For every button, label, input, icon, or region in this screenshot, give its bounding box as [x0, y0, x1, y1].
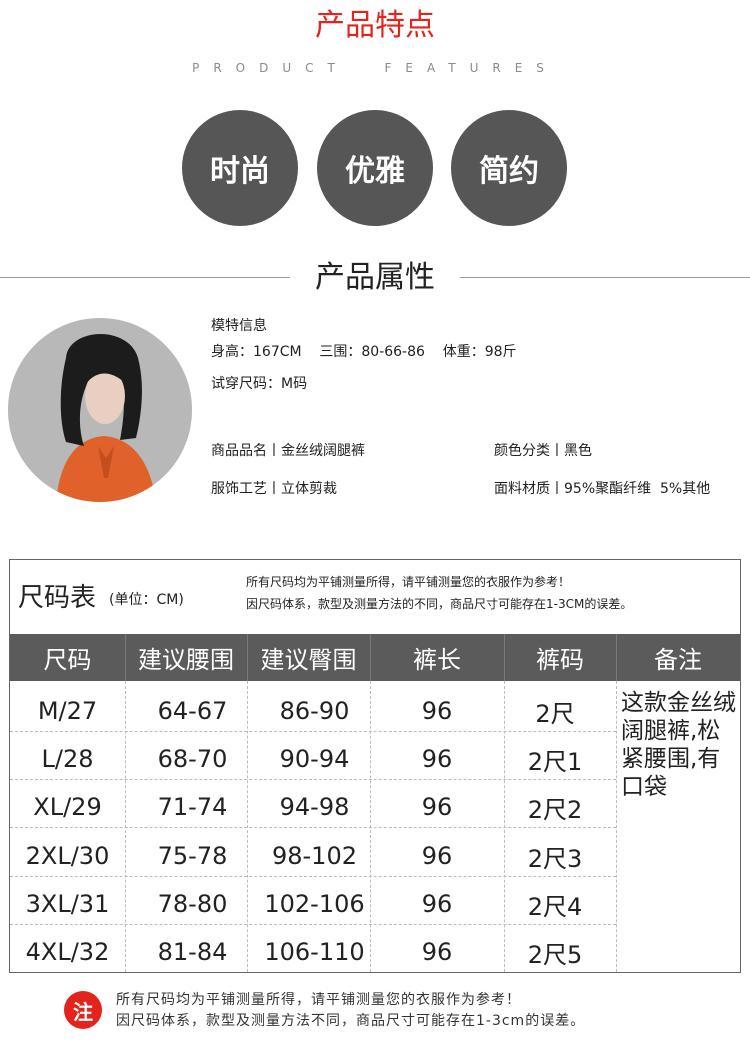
- feature-circle-elegant: 优雅: [317, 110, 433, 226]
- cell-size: L/28: [41, 745, 94, 773]
- cell-size: 3XL/31: [25, 890, 110, 918]
- size-table-note-2: 因尺码体系，款型及测量方法的不同，商品尺寸可能存在1-3CM的误差。: [246, 597, 633, 611]
- cell-hip: 86-90: [279, 697, 350, 725]
- cell-waist: 81-84: [157, 938, 228, 966]
- cell-pant-code: 2尺3: [527, 844, 583, 873]
- fabric-material: 面料材质丨95%聚酯纤维 5%其他: [494, 481, 711, 497]
- divider-right: [460, 277, 750, 278]
- header-remark: 备注: [654, 646, 702, 674]
- header-size: 尺码: [43, 646, 92, 674]
- cell-length: 96: [421, 890, 453, 918]
- row-divider: [10, 827, 616, 828]
- cell-hip: 102-106: [264, 890, 365, 918]
- divider-left: [0, 277, 290, 278]
- row-divider: [10, 779, 616, 780]
- model-photo: [8, 318, 192, 502]
- header-divider: [125, 634, 126, 681]
- model-stats: 身高：167CM 三围：80-66-86 体重：98斤: [211, 344, 517, 360]
- row-divider: [10, 876, 616, 877]
- table-header-row: [10, 634, 740, 681]
- remark-cell: 这款金丝绒阔腿裤,松紧腰围,有口袋: [621, 690, 736, 800]
- row-divider: [10, 731, 616, 732]
- header-divider: [616, 634, 617, 681]
- column-divider: [616, 681, 617, 972]
- bottom-note-line-2: 因尺码体系，款型及测量方法不同，商品尺寸可能存在1-3cm的误差。: [116, 1013, 586, 1029]
- column-divider: [125, 681, 126, 972]
- cell-waist: 64-67: [157, 697, 228, 725]
- cell-size: 2XL/30: [25, 842, 110, 870]
- feature-circle-fashion: 时尚: [182, 110, 298, 226]
- size-table: [9, 559, 741, 973]
- note-badge: 注: [64, 991, 102, 1029]
- cell-size: M/27: [37, 697, 98, 725]
- cell-size: 4XL/32: [25, 938, 110, 966]
- cell-pant-code: 2尺2: [527, 795, 583, 824]
- features-subtitle: PRODUCT FEATURES: [192, 61, 558, 75]
- attributes-title: 产品属性: [295, 257, 455, 299]
- row-divider: [10, 924, 616, 925]
- header-pant-code: 裤码: [536, 646, 584, 674]
- cell-length: 96: [421, 938, 453, 966]
- model-info-label: 模特信息: [211, 318, 267, 334]
- header-length: 裤长: [413, 646, 461, 674]
- header-divider: [504, 634, 505, 681]
- cell-waist: 71-74: [157, 793, 228, 821]
- header-hip: 建议臀围: [260, 646, 357, 674]
- trial-size: 试穿尺码：M码: [211, 376, 308, 392]
- product-name: 商品品名丨金丝绒阔腿裤: [211, 443, 365, 459]
- bottom-note-line-1: 所有尺码均为平铺测量所得，请平铺测量您的衣服作为参考！: [116, 992, 521, 1008]
- cell-size: XL/29: [33, 793, 102, 821]
- column-divider: [247, 681, 248, 972]
- cell-hip: 90-94: [279, 745, 350, 773]
- features-title: 产品特点: [315, 8, 435, 43]
- cell-waist: 75-78: [157, 842, 228, 870]
- cell-pant-code: 2尺5: [527, 940, 583, 969]
- clothing-craft: 服饰工艺丨立体剪裁: [211, 481, 337, 497]
- header-waist: 建议腰围: [138, 646, 234, 674]
- feature-circle-simple: 简约: [451, 110, 567, 226]
- cell-hip: 94-98: [279, 793, 350, 821]
- cell-pant-code: 2尺: [535, 699, 575, 728]
- column-divider: [504, 681, 505, 972]
- cell-length: 96: [421, 842, 453, 870]
- cell-length: 96: [421, 793, 453, 821]
- header-divider: [370, 634, 371, 681]
- cell-hip: 98-102: [271, 842, 357, 870]
- cell-pant-code: 2尺4: [527, 892, 583, 921]
- cell-length: 96: [421, 745, 453, 773]
- cell-waist: 68-70: [157, 745, 228, 773]
- size-table-note-1: 所有尺码均为平铺测量所得，请平铺测量您的衣服作为参考！: [246, 575, 571, 589]
- column-divider: [370, 681, 371, 972]
- header-divider: [247, 634, 248, 681]
- color-category: 颜色分类丨黑色: [494, 443, 592, 459]
- cell-length: 96: [421, 697, 453, 725]
- cell-hip: 106-110: [264, 938, 365, 966]
- cell-pant-code: 2尺1: [527, 747, 583, 776]
- cell-waist: 78-80: [157, 890, 228, 918]
- size-table-unit: (单位：CM): [109, 592, 184, 608]
- size-table-title: 尺码表: [18, 583, 97, 613]
